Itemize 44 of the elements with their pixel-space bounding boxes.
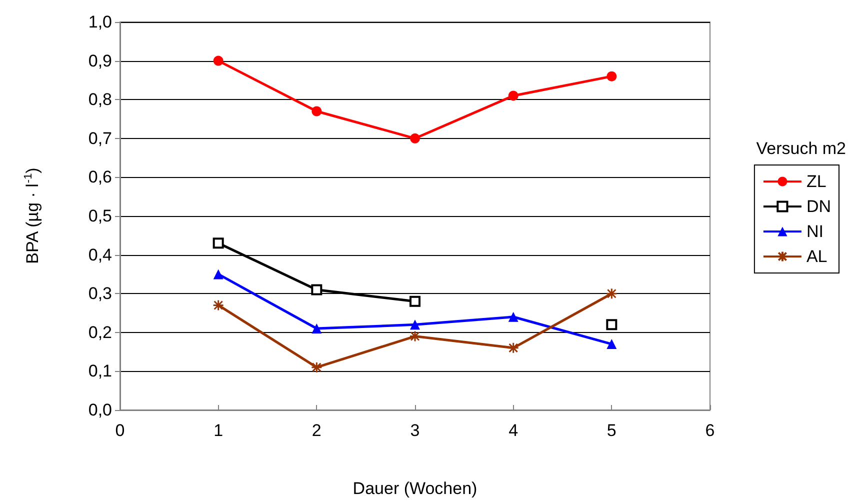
- point: [311, 284, 322, 296]
- point: [508, 342, 520, 354]
- y-tick-label: 0,7: [88, 128, 112, 148]
- x-tick-label: 0: [115, 421, 125, 440]
- point: [310, 362, 322, 374]
- y-tick-label: 0,6: [88, 168, 112, 187]
- y-tick-label: 0,5: [88, 206, 112, 226]
- legend-label: ZL: [806, 172, 826, 191]
- y-tick-label: 0,1: [88, 362, 112, 381]
- point: [410, 133, 420, 144]
- x-tick-label: 3: [410, 421, 420, 440]
- y-tick-label: 0,4: [88, 245, 112, 264]
- x-tick-label: 6: [705, 421, 715, 440]
- x-tick-label: 5: [606, 421, 616, 440]
- legend-label: DN: [806, 197, 832, 216]
- x-tick-label: 1: [214, 421, 224, 440]
- x-tick-label: 4: [508, 421, 518, 440]
- legend-label: AL: [806, 247, 828, 266]
- y-tick-label: 0,0: [88, 400, 112, 420]
- y-tick-label: 1,0: [88, 12, 112, 32]
- y-tick-label: 0,8: [88, 90, 112, 110]
- x-tick-label: 2: [312, 421, 322, 440]
- x-axis-title: Dauer (Wochen): [352, 479, 478, 498]
- point: [410, 320, 420, 330]
- point: [212, 299, 224, 311]
- point: [606, 319, 618, 330]
- legend-label: NI: [806, 222, 824, 241]
- point: [213, 56, 224, 66]
- y-axis-title: BPA (µg · l-1): [22, 168, 42, 264]
- point: [606, 339, 617, 350]
- legend-title: Versuch m2: [756, 139, 846, 158]
- point: [213, 269, 224, 280]
- y-tick-label: 0,9: [88, 51, 112, 70]
- point: [409, 330, 421, 342]
- point: [312, 324, 322, 334]
- point: [606, 71, 617, 82]
- y-tick-label: 0,3: [88, 284, 112, 304]
- point: [508, 312, 518, 322]
- point: [212, 238, 224, 249]
- y-tick-label: 0,2: [88, 322, 112, 342]
- point: [606, 288, 618, 300]
- point: [508, 90, 518, 101]
- point: [312, 106, 322, 116]
- point: [410, 296, 420, 307]
